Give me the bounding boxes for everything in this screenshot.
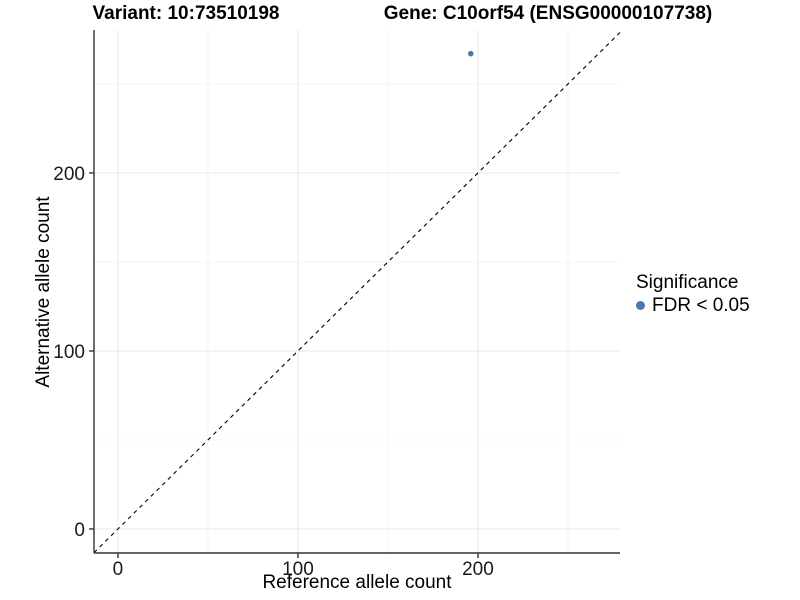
identity-dashed-line — [93, 32, 621, 554]
legend-key-dot — [636, 301, 645, 311]
y-tick-label: 100 — [53, 342, 85, 363]
x-tick-label: 200 — [462, 559, 494, 580]
y-tick-label: 200 — [53, 164, 85, 185]
y-tick-label: 0 — [74, 520, 85, 541]
legend-entry: FDR < 0.05 — [636, 294, 750, 317]
gene-title: Gene: C10orf54 (ENSG00000107738) — [383, 3, 713, 24]
legend-entry-label: FDR < 0.05 — [652, 295, 750, 317]
x-tick-label: 100 — [282, 559, 314, 580]
data-point — [467, 50, 474, 57]
legend-title: Significance — [636, 272, 739, 293]
x-tick-label: 0 — [113, 559, 124, 580]
variant-title: Variant: 10:73510198 — [92, 3, 280, 24]
legend: Significance FDR < 0.05 — [636, 271, 750, 317]
y-axis-title: Alternative allele count — [33, 196, 54, 388]
x-axis-title: Reference allele count — [262, 572, 452, 593]
